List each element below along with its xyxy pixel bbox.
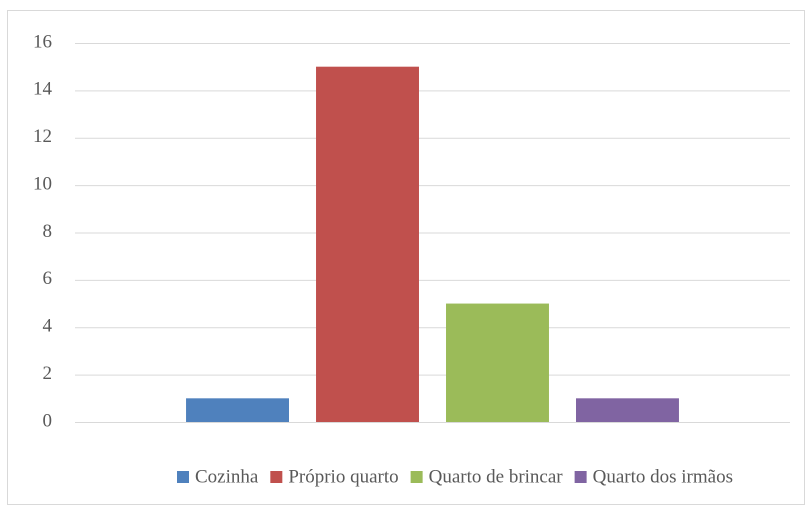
y-tick-label: 8 [43, 221, 53, 242]
legend-label: Próprio quarto [288, 466, 398, 487]
legend-swatch [574, 471, 587, 483]
legend-swatch [270, 471, 283, 483]
bar [576, 398, 679, 422]
y-tick-label: 6 [43, 268, 53, 289]
y-tick-label: 2 [43, 363, 53, 384]
legend-swatch [177, 471, 189, 483]
y-tick-label: 0 [43, 410, 53, 431]
bar [186, 398, 289, 422]
y-tick-label: 10 [33, 173, 52, 194]
y-tick-label: 14 [33, 79, 53, 100]
bar [446, 303, 549, 422]
bar [316, 66, 419, 422]
y-tick-label: 4 [43, 316, 53, 337]
legend-label: Quarto de brincar [429, 466, 564, 487]
legend-swatch [410, 471, 423, 483]
y-tick-label: 12 [33, 126, 52, 147]
y-tick-label: 16 [33, 31, 52, 52]
legend-label: Quarto dos irmãos [593, 466, 733, 487]
legend-label: Cozinha [195, 466, 259, 487]
